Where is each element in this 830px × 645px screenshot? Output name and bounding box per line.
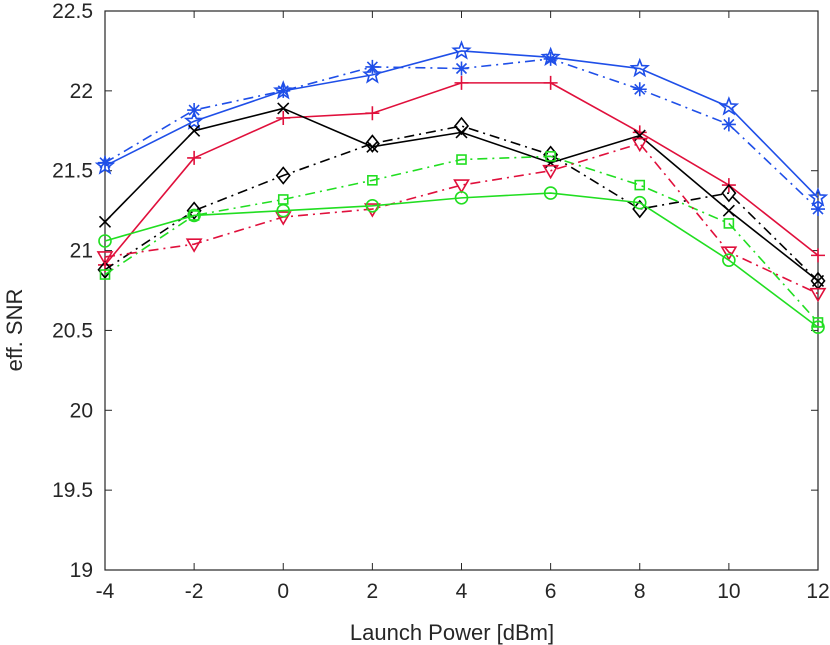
data-point-star <box>451 40 472 60</box>
data-point-circle <box>276 203 291 218</box>
y-tick-label: 22.5 <box>52 0 93 23</box>
data-point-circle <box>187 208 201 223</box>
data-point-diamond <box>721 183 737 203</box>
data-point-square <box>99 269 111 280</box>
data-point-x <box>98 215 112 228</box>
data-point-x <box>277 102 290 115</box>
x-tick-label: 4 <box>456 580 468 603</box>
series-line <box>104 125 819 282</box>
y-axis-ticks: 19 19.5 20 20.5 21 21.5 22 22.5 <box>52 0 818 582</box>
data-point-plus <box>276 111 291 126</box>
plot-frame <box>104 10 819 571</box>
data-point-asterisk <box>187 103 202 118</box>
data-point-x <box>722 204 735 217</box>
series-line <box>104 192 819 328</box>
data-point-circle <box>365 199 380 213</box>
x-tick-label: -4 <box>96 580 115 603</box>
data-point-diamond <box>275 166 291 185</box>
data-point-asterisk <box>276 83 291 98</box>
data-point-triangle-down <box>274 211 292 226</box>
data-point-plus <box>632 125 647 140</box>
data-point-square <box>634 179 646 191</box>
data-point-diamond <box>453 116 470 136</box>
series-line <box>104 142 819 295</box>
data-point-asterisk <box>454 61 469 76</box>
x-tick-label: 2 <box>367 580 379 603</box>
x-axis-ticks: -4 -2 0 2 4 6 8 10 12 <box>96 11 830 603</box>
data-point-plus <box>543 75 558 90</box>
data-point-asterisk <box>543 51 558 66</box>
x-tick-label: 10 <box>717 580 740 603</box>
x-tick-label: 8 <box>634 580 646 603</box>
data-point-star <box>629 57 650 78</box>
data-point-circle <box>454 191 469 205</box>
data-point-triangle-down <box>631 137 649 153</box>
series-2 <box>98 51 825 217</box>
data-point-triangle-down <box>185 238 203 253</box>
data-point-triangle-down <box>720 246 738 261</box>
series-7 <box>96 137 827 303</box>
y-tick-label: 21 <box>70 240 93 263</box>
y-tick-label: 22 <box>70 80 93 103</box>
x-axis-label: Launch Power [dBm] <box>350 620 554 645</box>
data-point-circle <box>98 234 112 248</box>
series-3 <box>98 75 825 272</box>
y-tick-label: 20 <box>70 399 93 422</box>
data-point-asterisk <box>632 82 647 97</box>
plot-area-border <box>104 10 819 571</box>
series-layer <box>94 40 829 335</box>
series-6 <box>99 151 824 328</box>
data-point-square <box>545 151 556 162</box>
series-8 <box>98 186 825 335</box>
data-point-star <box>807 187 829 207</box>
data-point-square <box>723 218 735 229</box>
data-point-circle <box>722 253 736 267</box>
data-point-plus <box>454 75 469 90</box>
data-point-circle <box>543 186 558 200</box>
data-point-circle <box>632 195 647 210</box>
data-point-x <box>188 124 201 137</box>
x-tick-label: 6 <box>545 580 557 603</box>
y-tick-label: 19.5 <box>52 479 93 502</box>
data-point-asterisk <box>98 155 112 170</box>
series-line <box>104 82 819 266</box>
data-point-circle <box>811 320 825 335</box>
data-point-square <box>367 174 378 186</box>
data-point-plus <box>365 106 380 121</box>
data-point-diamond <box>97 260 113 280</box>
data-point-plus <box>811 248 825 263</box>
x-tick-label: 0 <box>277 580 289 603</box>
series-line <box>104 155 819 323</box>
data-point-asterisk <box>721 117 736 132</box>
data-point-triangle-down <box>542 164 560 180</box>
data-point-diamond <box>186 201 202 220</box>
data-point-diamond <box>364 134 380 153</box>
data-point-triangle-down <box>453 179 470 194</box>
data-point-star <box>362 64 383 84</box>
data-point-asterisk <box>365 59 380 74</box>
data-point-plus <box>187 150 202 165</box>
y-axis-label: eff. SNR <box>2 289 27 372</box>
y-tick-label: 20.5 <box>52 319 93 342</box>
data-point-triangle-down <box>809 287 827 303</box>
y-tick-label: 19 <box>70 559 93 582</box>
data-point-star <box>718 96 740 116</box>
x-tick-label: -2 <box>185 580 204 603</box>
data-point-asterisk <box>811 202 825 217</box>
data-point-star <box>183 110 205 130</box>
series-1 <box>94 40 829 207</box>
data-point-triangle-down <box>96 251 114 266</box>
y-tick-label: 21.5 <box>52 160 93 183</box>
x-tick-label: 12 <box>806 580 829 603</box>
series-line <box>104 50 819 199</box>
data-point-square <box>456 154 467 165</box>
series-4 <box>98 102 825 287</box>
